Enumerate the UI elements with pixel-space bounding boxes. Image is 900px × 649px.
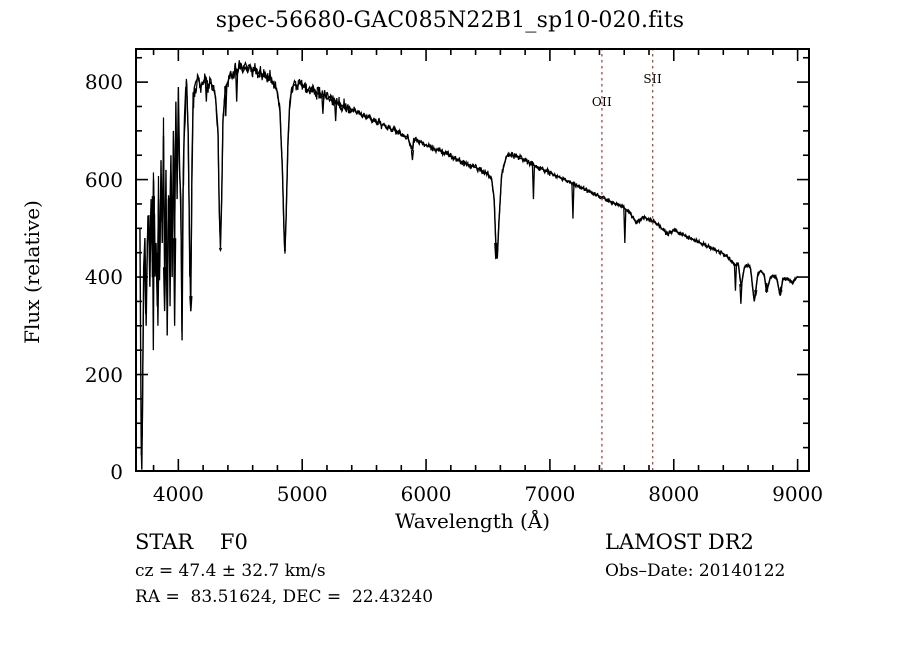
survey-name: LAMOST DR2 [605,530,754,554]
spectral-line-markers [601,48,654,472]
y-tick-label: 0 [110,460,123,484]
x-tick-label: 8000 [648,482,700,506]
y-axis-title: Flux (relative) [20,200,44,344]
y-tick-label: 400 [84,265,123,290]
page-title: spec-56680-GAC085N22B1_sp10-020.fits [215,8,685,33]
y-tick-label: 600 [84,167,123,192]
footer-left: STAR F0 cz = 47.4 ± 32.7 km/s RA = 83.51… [135,531,565,613]
x-tick-label: 7000 [524,482,576,506]
coordinates-value: RA = 83.51624, DEC = 22.43240 [135,586,434,607]
line-marker-label-sii: SII [643,72,663,86]
spectrum-trace [139,60,799,470]
y-tick-label: 800 [84,70,123,95]
footer-right: LAMOST DR2 Obs–Date: 20140122 [605,531,895,588]
x-tick-label: 5000 [276,482,328,506]
line-marker-label-oii: OII [591,95,613,109]
x-tick-label: 6000 [400,482,452,506]
x-axis-title: Wavelength (Å) [394,509,551,533]
object-class: STAR F0 [135,530,248,554]
redshift-value: cz = 47.4 ± 32.7 km/s [135,561,326,582]
plot-area [135,48,810,472]
obs-date: Obs–Date: 20140122 [605,561,786,582]
x-tick-label: 4000 [152,482,204,506]
y-axis-tick-labels: 0 200 400 600 800 [63,0,123,649]
y-tick-label: 200 [84,362,123,387]
x-tick-label: 9000 [772,482,824,506]
